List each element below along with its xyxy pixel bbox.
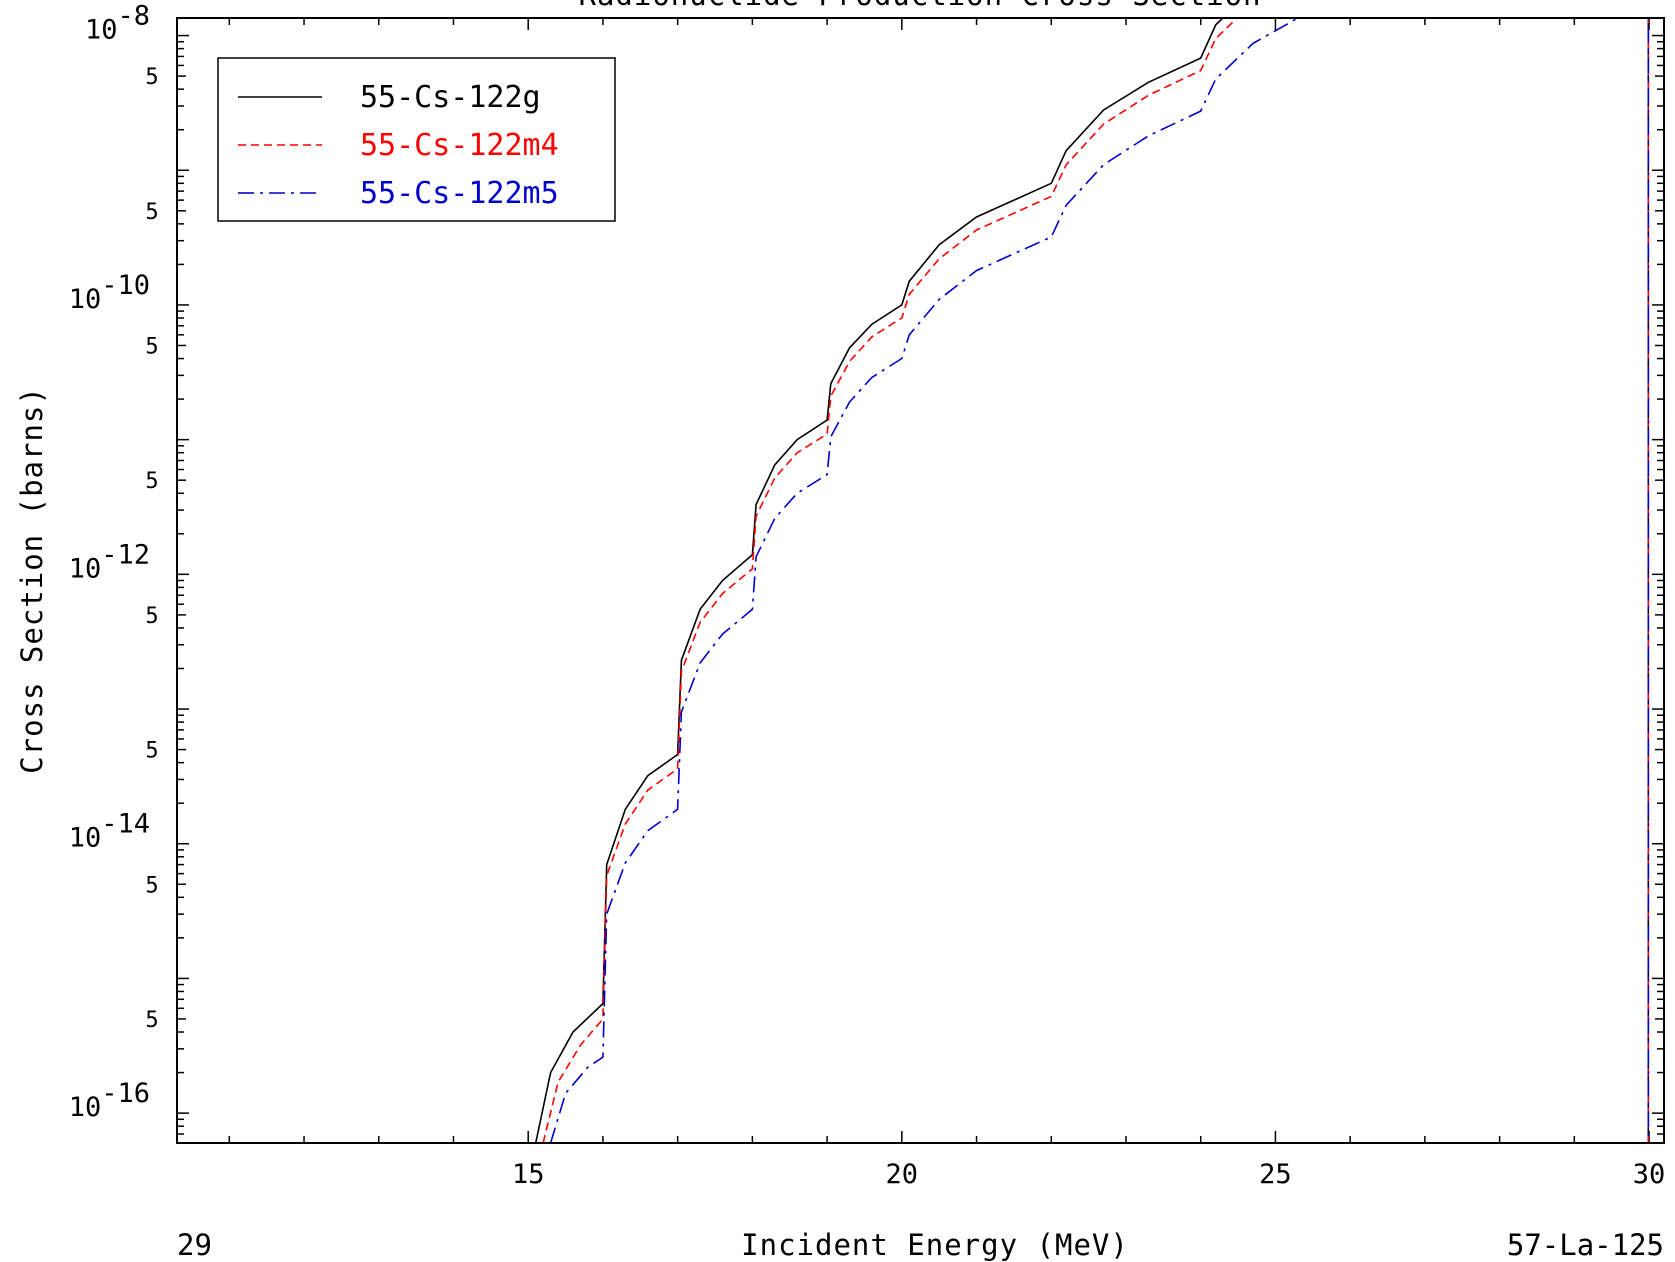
chart-title: Radionuclide Production Cross Section [578,0,1261,12]
y-tick-exponent: -8 [117,1,150,32]
bottom-right-label: 57-La-125 [1507,1228,1664,1262]
y-tick-base: 10 [85,15,118,46]
y-axis-title: Cross Section (barns) [15,386,49,774]
y-tick-base: 10 [69,284,102,315]
y-tick-base: 10 [69,1092,102,1123]
legend: 55-Cs-122g 55-Cs-122m4 55-Cs-122m5 [217,57,616,222]
legend-label-3: 55-Cs-122m5 [360,176,559,211]
y-tick-base: 10 [69,553,102,584]
y-tick-exponent: -12 [101,539,150,570]
y-tick-label: 10-8 [85,1,150,46]
y-tick-label: 10-16 [69,1078,150,1123]
axis-ticks [177,18,1664,1144]
y-minor-tick-label: 5 [145,739,158,764]
legend-box [217,57,616,222]
x-tick-label: 20 [886,1159,919,1190]
y-minor-tick-label: 5 [145,604,158,629]
y-minor-tick-label: 5 [145,200,158,225]
y-tick-label: 10-14 [69,809,150,854]
series-line-3 [549,18,1650,1143]
y-tick-base: 10 [69,823,102,854]
y-tick-label: 10-10 [69,270,150,315]
bottom-left-label: 29 [177,1228,212,1262]
y-minor-tick-label: 5 [145,1008,158,1033]
plot-frame [176,17,1665,1144]
legend-label-1: 55-Cs-122g [360,80,541,115]
x-axis-labels: 15 20 25 30 [512,1159,1665,1190]
data-curves [534,18,1650,1143]
y-tick-exponent: -14 [101,809,150,840]
y-tick-label: 10-12 [69,539,150,584]
y-minor-tick-label: 5 [145,65,158,90]
x-axis-title: Incident Energy (MeV) [741,1228,1129,1262]
series-line-1 [534,18,1650,1143]
y-minor-tick-label: 5 [145,873,158,898]
y-tick-exponent: -16 [101,1078,150,1109]
legend-label-2: 55-Cs-122m4 [360,128,559,163]
x-tick-label: 30 [1633,1159,1666,1190]
x-tick-label: 15 [512,1159,545,1190]
y-minor-tick-label: 5 [145,469,158,494]
x-tick-label: 25 [1259,1159,1292,1190]
y-tick-exponent: -10 [101,270,150,301]
series-line-2 [542,18,1650,1143]
y-minor-tick-label: 5 [145,334,158,359]
